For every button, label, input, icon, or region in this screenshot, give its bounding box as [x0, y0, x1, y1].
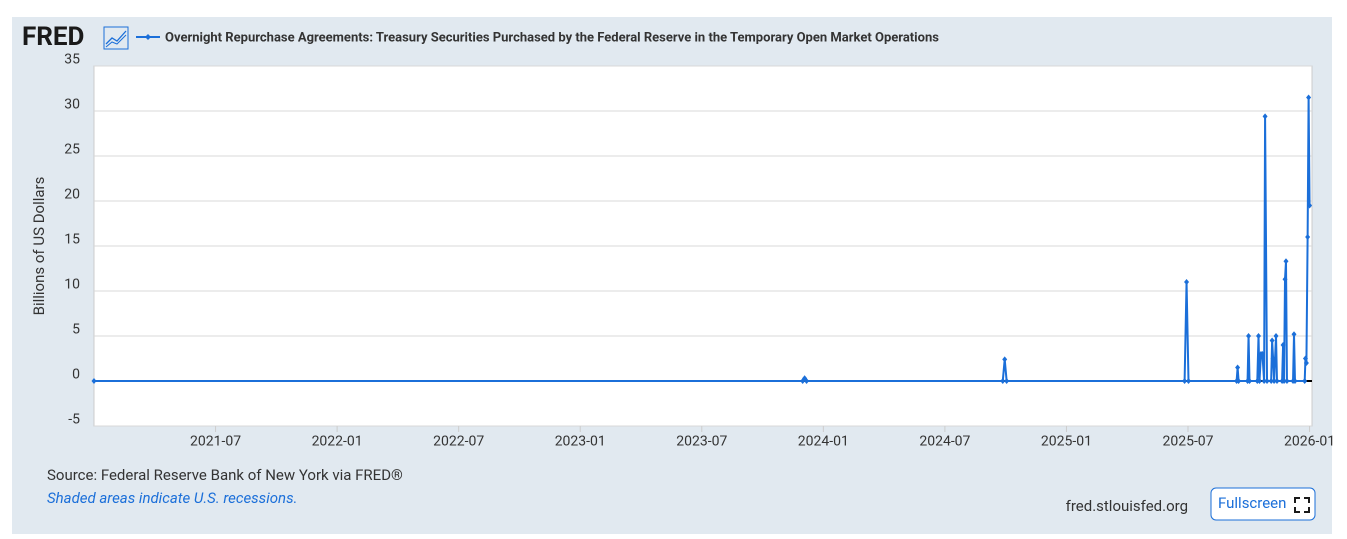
- y-tick-label: 0: [72, 367, 80, 383]
- y-tick-label: 5: [72, 322, 80, 338]
- logo: FRED: [22, 22, 84, 52]
- data-point: [1264, 378, 1270, 384]
- data-point: [1306, 94, 1312, 101]
- data-point: [804, 378, 810, 384]
- x-tick-label: 2025-01: [1041, 434, 1092, 450]
- data-point: [1282, 276, 1288, 283]
- source: Source: Federal Reserve Bank of New York…: [47, 466, 403, 484]
- data-point: [1268, 378, 1274, 384]
- data-point: [1236, 378, 1242, 384]
- data-point: [1280, 342, 1286, 348]
- note: Shaded areas indicate U.S. recessions.: [47, 489, 297, 507]
- data-point: [91, 378, 97, 384]
- data-point: [1004, 378, 1010, 384]
- data-point: [1273, 333, 1279, 339]
- x-tick-label: 2023-07: [676, 434, 727, 450]
- y-tick-label: 25: [64, 142, 80, 158]
- data-point: [1302, 355, 1308, 362]
- x-tick-label: 2024-01: [798, 434, 849, 450]
- data-point: [1235, 364, 1241, 371]
- x-tick-label: 2025-07: [1162, 434, 1213, 450]
- data-point: [1284, 378, 1290, 384]
- x-tick-label: 2021-07: [190, 434, 241, 450]
- button-label[interactable]: Fullscreen: [1218, 494, 1286, 512]
- data-point: [1000, 378, 1006, 384]
- logo-icon: [103, 26, 129, 50]
- data-point: [1303, 360, 1309, 366]
- y-tick-label: 30: [64, 97, 80, 113]
- data-point: [1271, 378, 1277, 384]
- y-tick-label: 10: [64, 277, 80, 293]
- data-point: [1307, 202, 1313, 209]
- x-tick-label: 2026-01: [1284, 434, 1335, 450]
- x-tick-label: 2022-01: [312, 434, 363, 450]
- data-point: [1247, 378, 1253, 384]
- data-point: [1184, 279, 1190, 285]
- x-tick-label: 2024-07: [919, 434, 970, 450]
- y-axis-label: Billions of US Dollars: [30, 177, 48, 316]
- data-point: [1256, 333, 1262, 339]
- data-point: [1246, 333, 1252, 339]
- data-point: [1291, 331, 1297, 338]
- y-tick-label: -5: [68, 412, 80, 428]
- legend-label: Overnight Repurchase Agreements: Treasur…: [165, 30, 939, 45]
- data-point: [1002, 356, 1008, 363]
- y-tick-label: 15: [64, 232, 80, 248]
- x-tick-label: 2023-01: [555, 434, 606, 450]
- data-point: [1256, 378, 1262, 384]
- fullscreen-button[interactable]: Fullscreen: [1210, 487, 1316, 521]
- data-point: [1262, 113, 1268, 120]
- data-point: [1269, 337, 1275, 344]
- data-point: [1292, 378, 1298, 384]
- plot: -5 0 5 10 15 20 25 30 35 2021-07 2022-01 2022-07 202…: [64, 52, 1335, 450]
- y-tick-label: 20: [64, 187, 80, 203]
- x-tick-label: 2022-07: [433, 434, 484, 450]
- data-point: [1261, 378, 1267, 384]
- data-point: [1274, 378, 1280, 384]
- legend-marker: [145, 34, 151, 40]
- data-point: [1283, 258, 1289, 265]
- data-point: [1302, 378, 1308, 384]
- data-point: [1185, 378, 1191, 384]
- data-point: [1305, 234, 1311, 240]
- data-point: [1182, 378, 1188, 384]
- site-link[interactable]: fred.stlouisfed.org: [1066, 497, 1188, 515]
- data-point: [1281, 378, 1287, 384]
- data-point: [1270, 355, 1276, 362]
- data-point: [1259, 351, 1265, 357]
- y-tick-label: 35: [64, 52, 80, 68]
